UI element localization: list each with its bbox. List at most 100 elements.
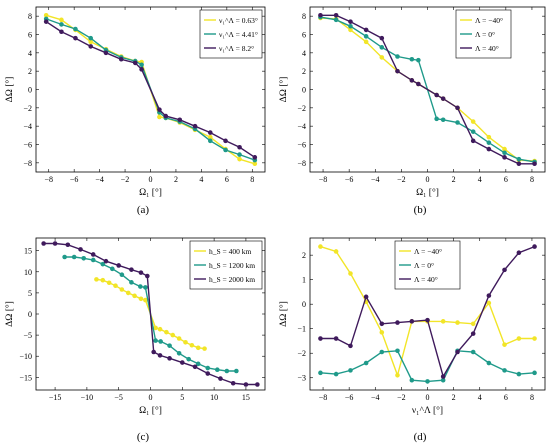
data-point: [252, 155, 258, 160]
data-point: [195, 345, 201, 351]
data-point: [176, 350, 182, 356]
y-tick-label: 5: [28, 289, 32, 298]
data-point: [138, 284, 143, 289]
data-point: [348, 19, 353, 24]
data-point: [455, 105, 460, 111]
data-point: [379, 45, 385, 50]
series-purple: [41, 241, 260, 387]
data-point: [180, 360, 185, 365]
data-point: [100, 261, 106, 267]
data-point: [416, 81, 421, 87]
data-point: [409, 78, 415, 83]
panel-label: (a): [137, 204, 150, 216]
x-tick-label: 0: [426, 175, 430, 184]
chart-panel-d: −8 −6 −4 −2 0 2 4 6 8 −3 −2 −1 0 1 2 ν₁^Λ [°] ΔΩ [°] Λ = …: [278, 237, 546, 443]
data-point: [132, 60, 138, 66]
y-tick-label: −3: [297, 374, 306, 383]
data-point: [470, 129, 476, 134]
data-point: [255, 382, 260, 387]
x-tick-label: −10: [81, 393, 94, 402]
data-point: [470, 138, 476, 144]
data-point: [486, 146, 492, 152]
legend-entry: ν₁^Λ = 4.41°: [219, 30, 258, 39]
x-tick-label: −6: [70, 175, 79, 184]
legend-entry: ν₁^Λ = 8.2°: [219, 44, 254, 53]
x-tick-label: 0: [426, 393, 430, 402]
data-point: [143, 285, 148, 290]
y-tick-label: 8: [28, 12, 32, 21]
data-point: [41, 241, 46, 246]
legend-entry: Λ = 40°: [414, 275, 438, 284]
data-point: [502, 267, 507, 273]
x-axis-title: Ω₁ [°]: [139, 405, 162, 416]
y-tick-label: −15: [19, 373, 32, 382]
data-point: [395, 54, 400, 59]
x-tick-label: 8: [250, 175, 254, 184]
legend-entry: ν₁^Λ = 0.63°: [219, 16, 258, 25]
data-point: [440, 377, 446, 383]
data-point: [189, 342, 195, 348]
data-point: [103, 50, 109, 56]
data-point: [416, 57, 421, 63]
x-tick-label: −4: [95, 175, 104, 184]
data-point: [202, 346, 207, 351]
y-axis-title: ΔΩ [°]: [4, 77, 15, 103]
y-tick-label: −1: [297, 325, 306, 334]
y-tick-label: 2: [302, 67, 306, 76]
legend-entry: Λ = 40°: [475, 44, 499, 53]
x-tick-label: −2: [397, 175, 406, 184]
data-point: [157, 326, 163, 332]
data-point: [486, 360, 492, 366]
data-point: [138, 296, 144, 302]
legend-entry: Λ = −40°: [414, 247, 442, 256]
legend: Λ = −40° Λ = 0° Λ = 40°: [455, 9, 512, 59]
legend: h_S = 400 km h_S = 1200 km h_S = 2000 km: [189, 240, 263, 290]
data-point: [502, 342, 507, 347]
x-tick-label: −8: [319, 393, 328, 402]
data-point: [395, 68, 400, 74]
y-tick-label: 6: [302, 31, 306, 40]
data-point: [532, 244, 537, 249]
data-point: [116, 263, 121, 268]
data-point: [183, 339, 188, 345]
y-tick-label: 0: [28, 310, 32, 319]
data-point: [100, 277, 106, 283]
x-tick-label: −5: [114, 393, 123, 402]
data-point: [434, 92, 439, 98]
y-tick-label: 2: [28, 67, 32, 76]
data-point: [455, 349, 460, 355]
data-point: [138, 270, 144, 275]
y-tick-label: 8: [302, 12, 306, 21]
x-tick-label: −8: [319, 175, 328, 184]
data-point: [43, 19, 49, 24]
x-tick-label: 4: [478, 393, 482, 402]
data-point: [363, 294, 369, 300]
data-point: [333, 336, 339, 341]
data-point: [71, 254, 77, 260]
data-point: [167, 356, 172, 361]
data-point: [395, 320, 400, 325]
panel-label: (c): [137, 431, 150, 443]
data-point: [363, 360, 369, 366]
data-point: [59, 17, 64, 23]
y-tick-label: 6: [28, 31, 32, 40]
data-point: [363, 39, 369, 45]
data-point: [516, 336, 522, 341]
data-point: [333, 371, 339, 377]
data-point: [90, 257, 96, 263]
x-tick-label: 4: [478, 175, 482, 184]
data-point: [409, 319, 415, 324]
data-point: [395, 372, 400, 378]
legend-entry: Λ = 0°: [414, 261, 434, 270]
data-point: [237, 144, 242, 150]
x-tick-label: 6: [504, 393, 508, 402]
data-point: [157, 353, 163, 358]
data-point: [486, 300, 492, 306]
data-point: [237, 156, 242, 162]
data-point: [113, 283, 118, 289]
y-tick-label: −4: [23, 122, 32, 131]
data-point: [502, 368, 507, 373]
x-tick-label: 2: [452, 393, 456, 402]
y-tick-label: 0: [302, 86, 306, 95]
